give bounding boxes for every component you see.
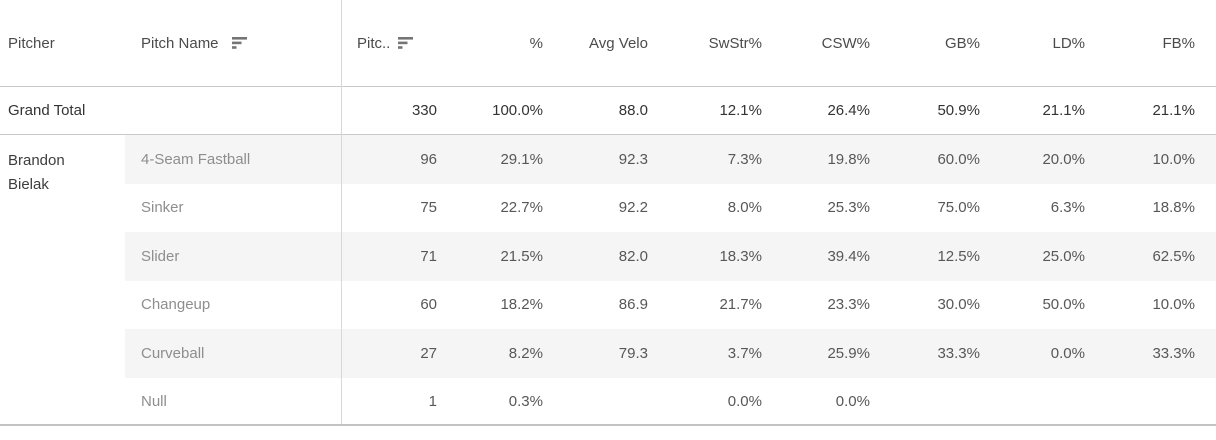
col-header-pitcher-label: Pitcher [8, 34, 55, 52]
ld-cell[interactable]: 0.0% [990, 329, 1095, 378]
ld-cell[interactable] [990, 378, 1095, 427]
pct-cell[interactable]: 21.5% [447, 232, 553, 281]
sort-descending-icon[interactable] [398, 37, 414, 49]
pitcher-row-header[interactable]: Brandon Bielak [8, 152, 65, 193]
table-row: Changeup 60 18.2% 86.9 21.7% 23.3% 30.0%… [0, 280, 1216, 329]
fb-cell[interactable]: 10.0% [1095, 135, 1216, 184]
pitch-name-cell[interactable]: 4-Seam Fastball [125, 135, 341, 184]
grand-total-fb[interactable]: 21.1% [1152, 102, 1195, 119]
pitch-name-cell[interactable]: Null [141, 393, 167, 411]
pitcher-column-spacer [0, 377, 125, 426]
gb-cell[interactable] [880, 378, 990, 427]
pitches-cell[interactable]: 60 [420, 296, 437, 314]
table-body: 4-Seam Fastball 96 29.1% 92.3 7.3% 19.8%… [0, 135, 1216, 426]
pitcher-column-spacer [0, 135, 125, 184]
pitch-name-cell[interactable]: Changeup [141, 296, 211, 314]
col-header-swstr[interactable]: SwStr% [708, 34, 762, 52]
swstr-cell[interactable]: 8.0% [727, 199, 762, 217]
grand-total-swstr[interactable]: 12.1% [719, 102, 762, 119]
col-header-pitches[interactable]: Pitc.. [341, 0, 447, 86]
grand-total-csw[interactable]: 26.4% [827, 102, 870, 119]
swstr-cell[interactable]: 0.0% [727, 393, 762, 411]
col-header-csw[interactable]: CSW% [821, 34, 870, 52]
col-header-fb[interactable]: FB% [1162, 34, 1195, 52]
col-header-pitch-name[interactable]: Pitch Name [125, 0, 341, 86]
pitches-cell[interactable]: 96 [341, 135, 447, 184]
swstr-cell[interactable]: 18.3% [658, 232, 772, 281]
pitch-name-cell[interactable]: Slider [125, 232, 341, 281]
pitcher-column-spacer [0, 183, 125, 232]
col-header-pitcher[interactable]: Pitcher [0, 0, 125, 86]
fb-cell[interactable]: 10.0% [1152, 296, 1195, 314]
sort-descending-icon[interactable] [231, 37, 248, 49]
csw-cell[interactable]: 25.9% [772, 329, 880, 378]
fb-cell[interactable]: 18.8% [1152, 199, 1195, 217]
ld-cell[interactable]: 50.0% [1042, 296, 1085, 314]
pct-cell[interactable]: 29.1% [447, 135, 553, 184]
grand-total-gb[interactable]: 50.9% [937, 102, 980, 119]
gb-cell[interactable]: 33.3% [880, 329, 990, 378]
swstr-cell[interactable]: 7.3% [658, 135, 772, 184]
fb-cell[interactable]: 62.5% [1095, 232, 1216, 281]
header-row: Pitcher Pitch Name Pitc.. % Avg Velo SwS… [0, 0, 1216, 87]
table-row: Null 1 0.3% 0.0% 0.0% [0, 377, 1216, 427]
table-row: Sinker 75 22.7% 92.2 8.0% 25.3% 75.0% 6.… [0, 183, 1216, 232]
fb-cell[interactable] [1095, 378, 1216, 427]
table-row: Slider 71 21.5% 82.0 18.3% 39.4% 12.5% 2… [0, 232, 1216, 281]
pct-cell[interactable]: 0.3% [508, 393, 543, 411]
pct-cell[interactable]: 22.7% [500, 199, 543, 217]
grand-total-pitches[interactable]: 330 [411, 102, 437, 119]
swstr-cell[interactable]: 3.7% [658, 329, 772, 378]
pct-cell[interactable]: 18.2% [500, 296, 543, 314]
table-row: 4-Seam Fastball 96 29.1% 92.3 7.3% 19.8%… [0, 135, 1216, 184]
grand-total-label[interactable]: Grand Total [8, 102, 86, 119]
avg-velo-cell[interactable]: 86.9 [618, 296, 648, 314]
ld-cell[interactable]: 20.0% [990, 135, 1095, 184]
csw-cell[interactable]: 19.8% [772, 135, 880, 184]
col-header-pitches-label: Pitc.. [357, 34, 391, 52]
column-divider [341, 0, 342, 425]
pitch-name-cell[interactable]: Sinker [141, 199, 184, 217]
col-header-avg-velo[interactable]: Avg Velo [589, 34, 648, 52]
grand-total-pct[interactable]: 100.0% [492, 102, 543, 119]
pitch-name-cell[interactable]: Curveball [125, 329, 341, 378]
grand-total-ld[interactable]: 21.1% [1042, 102, 1085, 119]
pitcher-column-spacer [0, 280, 125, 329]
pitches-cell[interactable]: 1 [428, 393, 437, 411]
avg-velo-cell[interactable]: 79.3 [553, 329, 658, 378]
pct-cell[interactable]: 8.2% [447, 329, 553, 378]
avg-velo-cell[interactable] [553, 378, 658, 427]
avg-velo-cell[interactable]: 92.2 [618, 199, 648, 217]
gb-cell[interactable]: 30.0% [937, 296, 980, 314]
swstr-cell[interactable]: 21.7% [719, 296, 762, 314]
avg-velo-cell[interactable]: 92.3 [553, 135, 658, 184]
table-bottom-border [0, 424, 1216, 426]
col-header-pitch-name-label: Pitch Name [141, 34, 219, 52]
col-header-gb[interactable]: GB% [944, 34, 980, 52]
csw-cell[interactable]: 39.4% [772, 232, 880, 281]
pitches-cell[interactable]: 27 [341, 329, 447, 378]
grand-total-row: Grand Total 330 100.0% 88.0 12.1% 26.4% … [0, 87, 1216, 135]
csw-cell[interactable]: 0.0% [835, 393, 870, 411]
pitches-cell[interactable]: 75 [420, 199, 437, 217]
fb-cell[interactable]: 33.3% [1095, 329, 1216, 378]
pitcher-column-spacer [0, 329, 125, 378]
ld-cell[interactable]: 25.0% [990, 232, 1095, 281]
ld-cell[interactable]: 6.3% [1050, 199, 1085, 217]
col-header-ld[interactable]: LD% [1052, 34, 1085, 52]
gb-cell[interactable]: 60.0% [880, 135, 990, 184]
csw-cell[interactable]: 25.3% [827, 199, 870, 217]
table-row: Curveball 27 8.2% 79.3 3.7% 25.9% 33.3% … [0, 329, 1216, 378]
avg-velo-cell[interactable]: 82.0 [553, 232, 658, 281]
pitches-cell[interactable]: 71 [341, 232, 447, 281]
csw-cell[interactable]: 23.3% [827, 296, 870, 314]
col-header-pct[interactable]: % [529, 34, 543, 52]
gb-cell[interactable]: 12.5% [880, 232, 990, 281]
gb-cell[interactable]: 75.0% [937, 199, 980, 217]
grand-total-avg-velo[interactable]: 88.0 [618, 102, 648, 119]
pitcher-column-spacer [0, 232, 125, 281]
